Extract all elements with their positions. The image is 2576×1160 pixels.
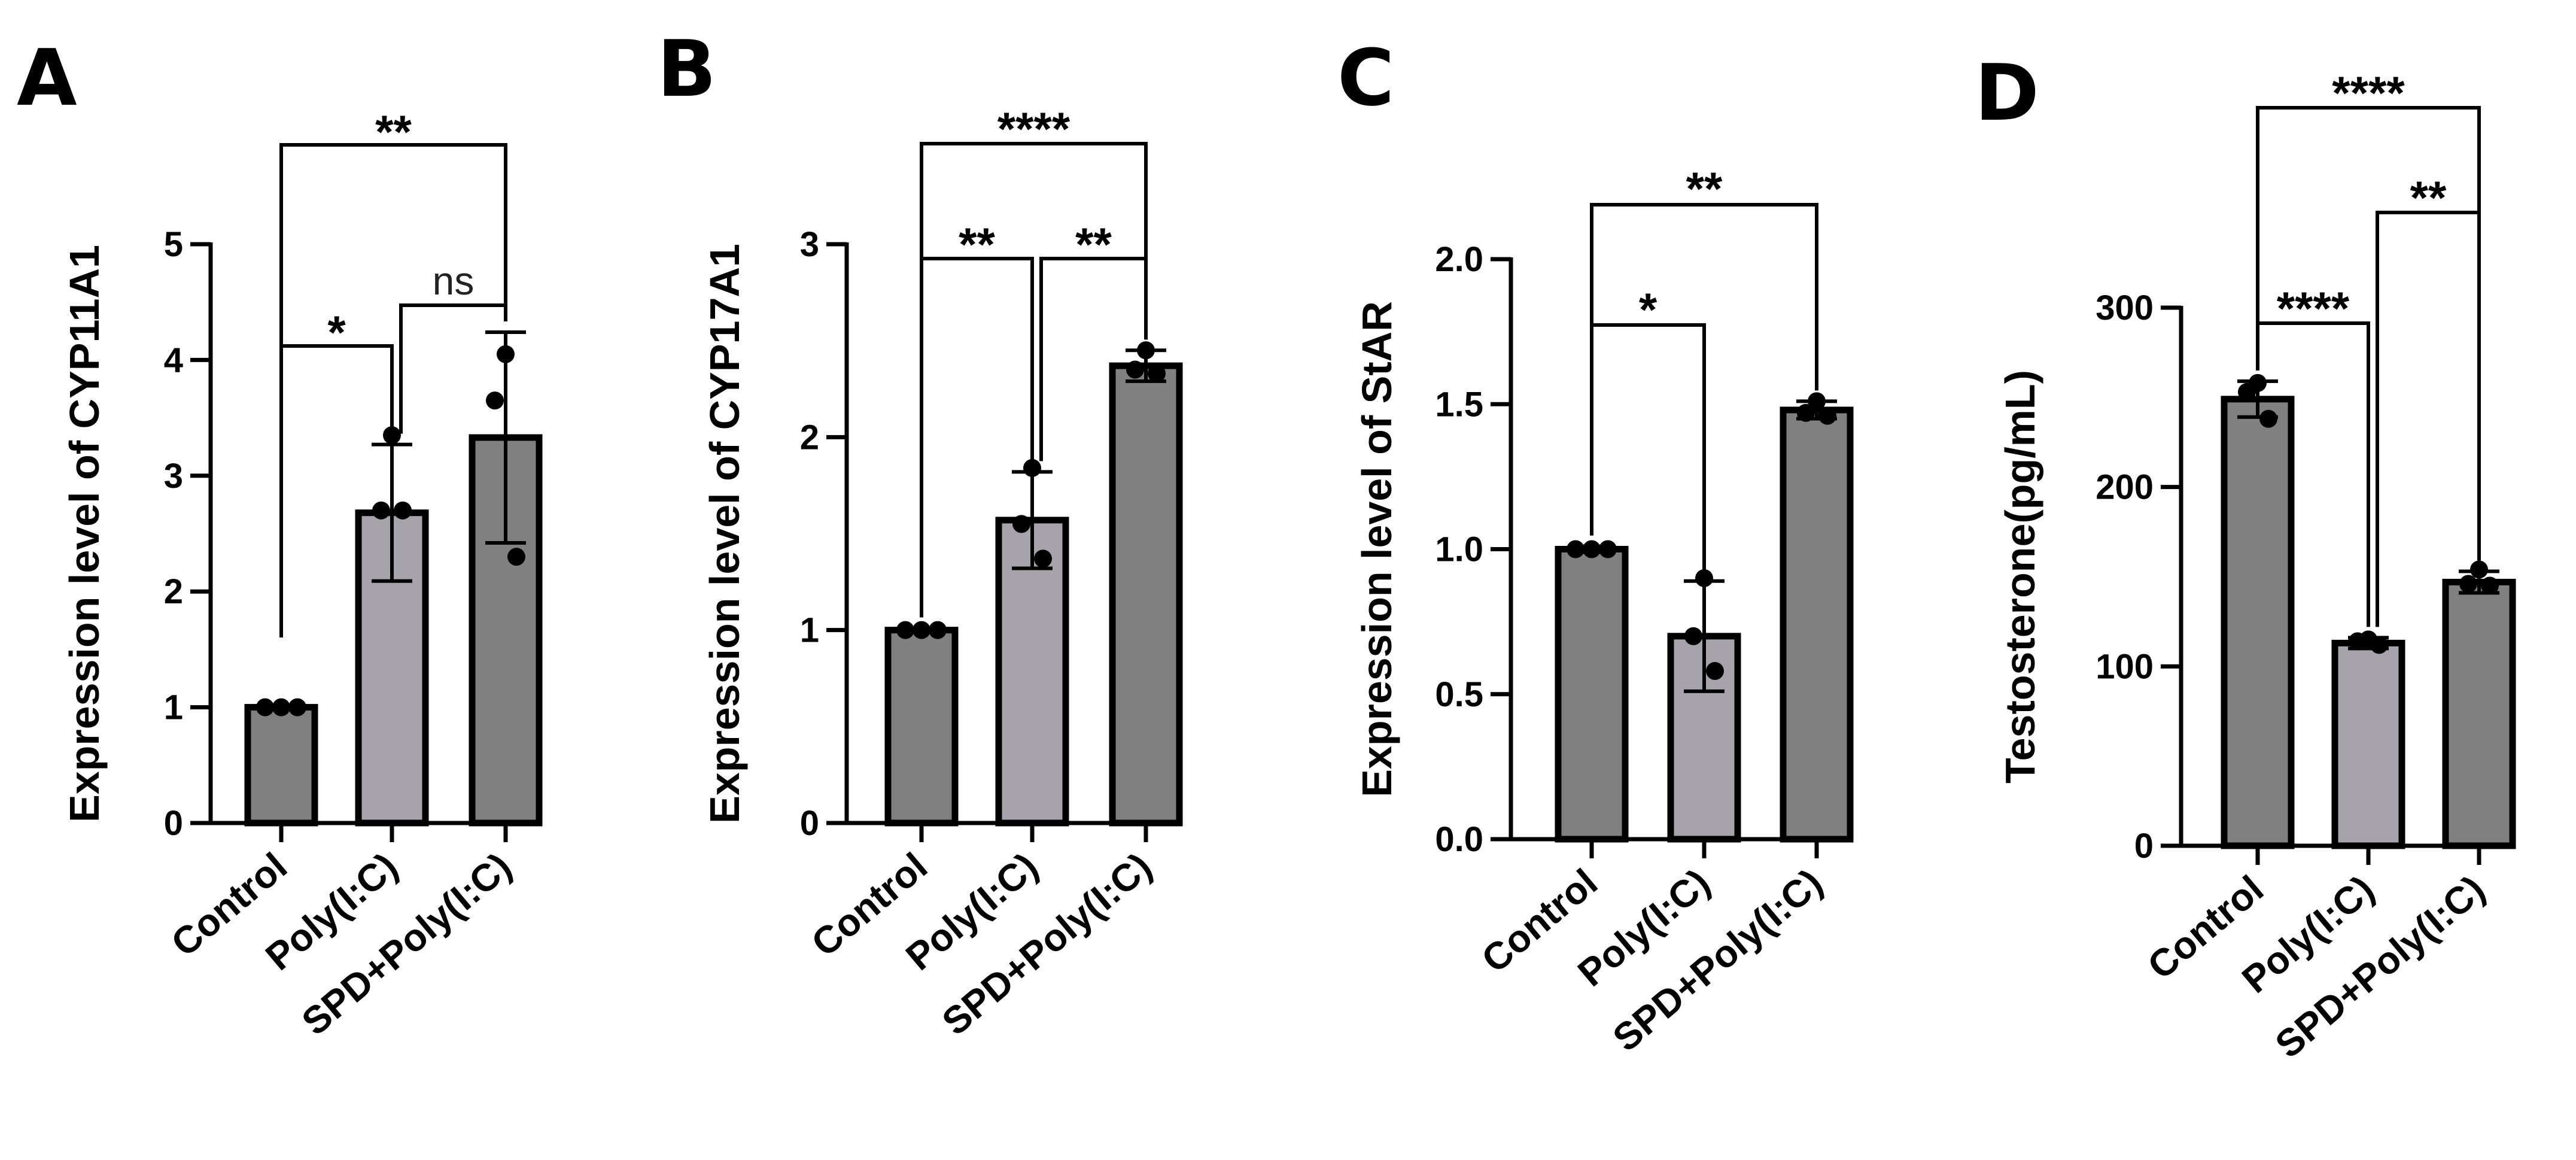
significance-label: * xyxy=(327,306,346,359)
y-tick-label: 2 xyxy=(800,418,819,457)
data-point xyxy=(1695,569,1713,587)
y-tick-label: 0 xyxy=(800,804,819,843)
significance-label: **** xyxy=(997,102,1070,155)
y-tick-label: 0.5 xyxy=(1435,675,1483,714)
significance-bracket xyxy=(1590,323,1706,570)
panel-letter: B xyxy=(657,23,716,114)
bar-3 xyxy=(1780,406,1854,843)
x-category-label: SPD+Poly(I:C) xyxy=(934,845,1160,1044)
data-point xyxy=(256,698,274,716)
y-tick-label: 3 xyxy=(164,457,183,496)
y-tick-label: 0.0 xyxy=(1435,820,1483,859)
data-point xyxy=(394,501,412,520)
panel-D: DTestosterone(pg/mL)0100200300ControlPol… xyxy=(1975,47,2516,1066)
data-point xyxy=(1567,540,1584,558)
bar-1 xyxy=(1555,546,1629,843)
data-point xyxy=(2349,632,2367,651)
y-axis-title: Testosterone(pg/mL) xyxy=(1997,370,2043,784)
significance-bracket xyxy=(920,142,1148,466)
data-point xyxy=(1034,549,1052,568)
y-tick-label: 2 xyxy=(164,572,183,611)
panel-letter: C xyxy=(1337,32,1394,123)
panel-letter: A xyxy=(17,32,77,123)
x-category-label: SPD+Poly(I:C) xyxy=(294,845,519,1044)
data-point xyxy=(272,698,290,716)
data-point xyxy=(2238,382,2256,401)
bar-1 xyxy=(244,704,318,827)
significance-label: ** xyxy=(1686,162,1723,215)
y-axis-title: Expression level of CYP11A1 xyxy=(61,245,108,822)
y-tick-label: 1.5 xyxy=(1435,385,1483,424)
data-point xyxy=(1137,341,1155,360)
y-tick-label: 5 xyxy=(164,225,183,264)
significance-bracket xyxy=(399,303,507,434)
data-point xyxy=(2470,560,2488,579)
y-tick-label: 200 xyxy=(2096,468,2154,507)
data-point xyxy=(486,391,504,410)
significance-label: ns xyxy=(433,259,475,303)
data-point xyxy=(1012,515,1030,533)
data-point xyxy=(929,621,947,639)
data-point xyxy=(383,426,401,445)
data-point xyxy=(1808,392,1826,411)
panel-letter: D xyxy=(1975,47,2039,138)
significance-bracket xyxy=(279,344,394,637)
significance-bracket xyxy=(1590,203,1818,536)
data-point xyxy=(896,621,914,639)
y-axis-title: Expression level of CYP17A1 xyxy=(701,244,748,824)
data-point xyxy=(1599,540,1617,558)
data-point xyxy=(507,548,525,566)
significance-bracket xyxy=(2376,211,2481,627)
bar-3 xyxy=(2442,578,2516,849)
significance-label: **** xyxy=(2277,282,2350,335)
y-tick-label: 0 xyxy=(2134,827,2154,866)
y-tick-label: 4 xyxy=(164,341,183,379)
panel-C: C Expression level of StAR 0.0 0.5 1.0 1.5 2.0… xyxy=(1337,32,1854,1059)
significance-bracket xyxy=(279,143,507,466)
y-tick-label: 0 xyxy=(164,804,183,843)
significance-label: ** xyxy=(959,218,995,271)
data-point xyxy=(1706,661,1724,680)
significance-label: ** xyxy=(2410,171,2447,224)
significance-label: ** xyxy=(375,105,412,158)
y-tick-label: 1 xyxy=(164,688,183,727)
y-tick-label: 1 xyxy=(800,611,819,650)
data-point xyxy=(1818,406,1836,425)
significance-label: **** xyxy=(2332,66,2405,119)
y-tick-label: 300 xyxy=(2096,289,2154,327)
data-point xyxy=(913,621,930,639)
y-tick-label: 1.0 xyxy=(1435,530,1483,569)
significance-label: ** xyxy=(1075,218,1112,271)
data-point xyxy=(1126,360,1144,379)
significance-label: * xyxy=(1639,283,1657,336)
bar-3 xyxy=(1109,362,1183,827)
bar-1 xyxy=(884,627,959,827)
y-axis-title: Expression level of StAR xyxy=(1354,301,1400,797)
bar-2 xyxy=(2331,639,2405,849)
data-point xyxy=(1148,364,1166,382)
y-tick-label: 2.0 xyxy=(1435,240,1483,279)
data-point xyxy=(2259,409,2277,428)
data-point xyxy=(2370,636,2388,654)
data-point xyxy=(1583,540,1601,558)
data-point xyxy=(372,501,390,520)
data-point xyxy=(1023,458,1041,477)
data-point xyxy=(2459,575,2477,593)
data-point xyxy=(288,698,306,716)
y-tick-label: 100 xyxy=(2096,647,2154,686)
data-point xyxy=(497,345,515,363)
significance-bracket xyxy=(2256,106,2481,466)
data-point xyxy=(1797,403,1815,422)
data-point xyxy=(1684,627,1702,645)
data-point xyxy=(2481,576,2499,595)
bar-1 xyxy=(2221,396,2295,849)
y-tick-label: 3 xyxy=(800,225,819,264)
